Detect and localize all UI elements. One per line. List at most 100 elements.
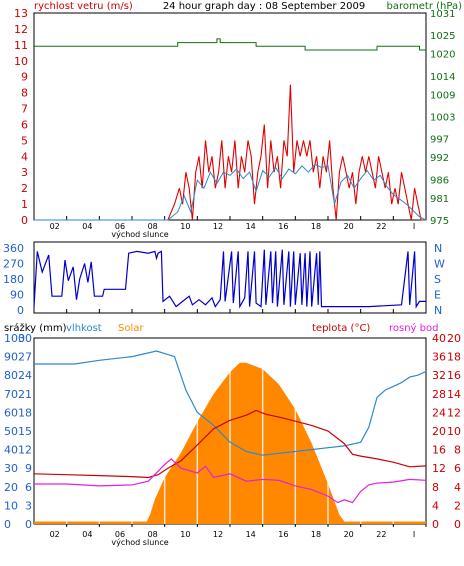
humidity-tick-label: 6: [25, 481, 32, 494]
baro-tick-label: 1003: [430, 113, 455, 124]
x-tick-label: 08: [148, 530, 158, 539]
direction-tick-label: 270: [3, 258, 24, 271]
compass-label: S: [434, 273, 441, 286]
humidity-tick-label: 12: [18, 444, 32, 457]
rain-tick-label: 100: [4, 332, 25, 345]
rain-tick-label: 30: [4, 462, 18, 475]
temp-tick-label: 20: [432, 425, 446, 438]
dew-tick-label: 2: [454, 499, 461, 512]
x-tick-label: 12: [213, 222, 223, 231]
x-tick-label: 06: [115, 530, 125, 539]
sunrise-label-bottom: východ slunce: [111, 538, 168, 547]
wind-tick-label: 9: [21, 71, 28, 84]
wind-tick-label: 2: [21, 182, 28, 195]
direction-tick-label: 90: [10, 289, 24, 302]
baro-tick-label: 1031: [430, 9, 455, 20]
temp-tick-label: 32: [432, 369, 446, 382]
x-tick-label: 12: [213, 530, 223, 539]
humidity-tick-label: 27: [18, 351, 32, 364]
panel-direction-frame: [33, 241, 427, 314]
temp-tick-label: 8: [432, 481, 439, 494]
series-dewpoint: [34, 458, 427, 504]
humidity-tick-label: 3: [25, 499, 32, 512]
solar-legend-title: Solar: [118, 323, 144, 334]
baro-tick-label: 1020: [430, 50, 455, 61]
x-tick-label: 20: [344, 222, 354, 231]
x-tick-label: 18: [311, 530, 321, 539]
x-tick-label: 02: [50, 530, 60, 539]
wind-tick-label: 8: [21, 87, 28, 100]
temp-tick-label: 16: [432, 444, 446, 457]
baro-axis-title: barometr (hPa): [387, 1, 463, 12]
chart-title: 24 hour graph day : 08 September 2009: [163, 1, 365, 12]
x-tick-label: 14: [246, 222, 256, 231]
dew-tick-label: 6: [454, 462, 461, 475]
x-tick-label: 22: [376, 222, 386, 231]
wind-tick-label: 7: [21, 103, 28, 116]
series-temperature: [33, 409, 427, 479]
wind-axis-title: rychlost vetru (m/s): [34, 1, 133, 12]
compass-label: E: [434, 289, 441, 302]
wind-x-ticks: 02 04 06 08 10 12 14 16 18 20 22 I: [50, 222, 416, 231]
dew-tick-label: 0: [454, 518, 461, 531]
dew-tick-label: 8: [454, 444, 461, 457]
rain-tick-label: 50: [4, 425, 18, 438]
wind-tick-label: 11: [14, 39, 28, 52]
compass-label: W: [434, 258, 445, 271]
x-tick-label: 18: [311, 222, 321, 231]
wind-tick-label: 5: [21, 134, 28, 147]
humidity-axis-title: vlhkost: [66, 323, 102, 334]
wind-tick-label: 0: [21, 214, 28, 227]
dew-tick-label: 20: [447, 332, 461, 345]
wind-tick-label: 12: [14, 23, 28, 36]
panel-wind-frame: [33, 12, 427, 221]
temp-tick-label: 4: [432, 499, 439, 512]
x-tick-label: 02: [50, 222, 60, 231]
direction-grid: [66, 309, 427, 313]
x-tick-label: I: [413, 530, 415, 539]
direction-tick-label: 180: [3, 273, 24, 286]
x-tick-label: 04: [82, 530, 92, 539]
baro-tick-label: 1014: [430, 72, 455, 83]
compass-label: N: [434, 304, 442, 317]
temp-tick-label: 12: [432, 462, 446, 475]
rain-axis-title: srážky (mm): [4, 322, 67, 334]
baro-tick-label: 975: [430, 216, 449, 227]
temp-tick-label: 0: [432, 518, 439, 531]
wind-tick-label: 10: [14, 55, 28, 68]
x-tick-label: 20: [344, 530, 354, 539]
humidity-tick-label: 15: [18, 425, 32, 438]
wind-tick-label: 13: [14, 7, 28, 20]
baro-tick-label: 992: [430, 153, 449, 164]
rain-tick-label: 10: [4, 499, 18, 512]
wind-baro-series: [34, 38, 427, 221]
rain-tick-label: 0: [4, 518, 11, 531]
rain-tick-label: 40: [4, 444, 18, 457]
temp-grid: [65, 340, 395, 524]
baro-tick-label: 981: [430, 194, 449, 205]
panel-wind-barometer: rychlost vetru (m/s) 24 hour graph day :…: [14, 1, 462, 239]
baro-tick-label: 1025: [430, 31, 455, 42]
x-tick-label: 16: [278, 530, 288, 539]
x-tick-label: 14: [246, 530, 256, 539]
x-tick-label: I: [413, 222, 415, 231]
x-tick-label: 08: [148, 222, 158, 231]
temp-axis-title: teplota (°C): [312, 323, 370, 334]
dew-tick-label: 4: [454, 481, 461, 494]
baro-tick-label: 1009: [430, 90, 455, 101]
humidity-tick-label: 21: [18, 388, 32, 401]
series-gust: [34, 84, 426, 221]
wind-tick-label: 6: [21, 118, 28, 131]
series-average: [34, 163, 427, 221]
direction-tick-label: 0: [17, 304, 24, 317]
rain-tick-label: 20: [4, 481, 18, 494]
dew-tick-label: 14: [447, 388, 461, 401]
x-tick-label: 22: [376, 530, 386, 539]
direction-left-ticks: 0 90 180 270 360: [3, 242, 24, 317]
wind-tick-label: 1: [21, 198, 28, 211]
